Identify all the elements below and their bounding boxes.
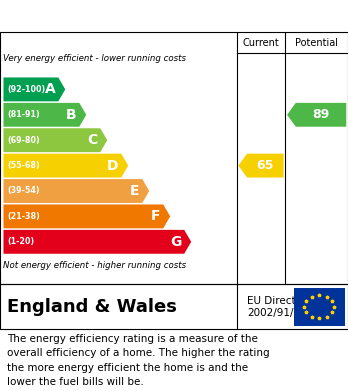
Polygon shape <box>3 204 170 228</box>
Text: (55-68): (55-68) <box>8 161 40 170</box>
Text: (39-54): (39-54) <box>8 187 40 196</box>
Text: EU Directive: EU Directive <box>247 296 311 306</box>
Text: Not energy efficient - higher running costs: Not energy efficient - higher running co… <box>3 261 187 270</box>
Text: Current: Current <box>243 38 279 48</box>
Bar <box>294 288 345 326</box>
Text: B: B <box>66 108 77 122</box>
Text: C: C <box>87 133 97 147</box>
Text: (81-91): (81-91) <box>8 110 40 119</box>
Polygon shape <box>3 154 128 178</box>
Polygon shape <box>238 154 284 178</box>
Text: 89: 89 <box>312 108 330 121</box>
Text: England & Wales: England & Wales <box>7 298 177 316</box>
Text: E: E <box>130 184 140 198</box>
Polygon shape <box>3 103 86 127</box>
Text: G: G <box>170 235 181 249</box>
Text: (1-20): (1-20) <box>8 237 35 246</box>
Polygon shape <box>3 230 191 254</box>
Text: the more energy efficient the home is and the: the more energy efficient the home is an… <box>7 362 248 373</box>
Text: A: A <box>45 83 56 97</box>
Text: F: F <box>151 210 160 223</box>
Text: The energy efficiency rating is a measure of the: The energy efficiency rating is a measur… <box>7 334 258 344</box>
Text: 65: 65 <box>256 159 274 172</box>
Polygon shape <box>3 128 107 152</box>
Text: Potential: Potential <box>295 38 338 48</box>
Text: Very energy efficient - lower running costs: Very energy efficient - lower running co… <box>3 54 187 63</box>
Polygon shape <box>3 77 65 101</box>
Text: (92-100): (92-100) <box>8 85 46 94</box>
Text: lower the fuel bills will be.: lower the fuel bills will be. <box>7 377 144 387</box>
Text: overall efficiency of a home. The higher the rating: overall efficiency of a home. The higher… <box>7 348 270 359</box>
Text: (21-38): (21-38) <box>8 212 40 221</box>
Polygon shape <box>3 179 149 203</box>
Text: (69-80): (69-80) <box>8 136 40 145</box>
Polygon shape <box>287 103 346 127</box>
Text: D: D <box>107 159 118 172</box>
Text: 2002/91/EC: 2002/91/EC <box>247 308 307 319</box>
Text: Energy Efficiency Rating: Energy Efficiency Rating <box>10 7 239 25</box>
